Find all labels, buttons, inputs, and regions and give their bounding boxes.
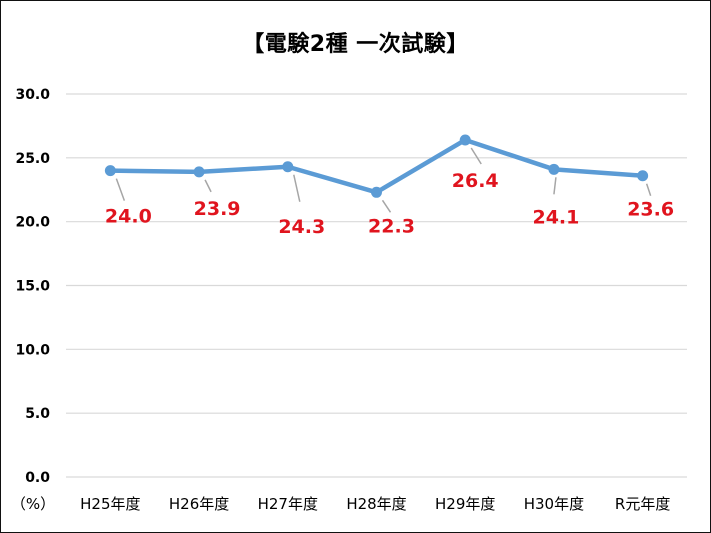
y-tick-label: 25.0 xyxy=(15,151,50,167)
x-tick-label: H30年度 xyxy=(524,495,584,513)
leader-line xyxy=(115,178,126,201)
data-label: 23.9 xyxy=(194,198,241,220)
data-point xyxy=(282,161,294,173)
series-line-path xyxy=(108,137,645,195)
y-tick-label: 15.0 xyxy=(15,279,50,295)
x-tick-label: H26年度 xyxy=(169,495,229,513)
y-tick-label: 5.0 xyxy=(25,406,50,422)
data-point xyxy=(104,165,116,177)
data-label: 26.4 xyxy=(452,170,499,192)
data-point xyxy=(459,134,471,146)
leader-lines xyxy=(115,147,652,213)
gridlines xyxy=(66,93,687,478)
data-point xyxy=(637,170,649,182)
chart-title: 【電験2種 一次試験】 xyxy=(242,32,469,57)
leader-line xyxy=(645,183,652,196)
y-tick-label: 20.0 xyxy=(15,215,50,231)
axis-labels: 0.0 5.0 10.0 15.0 20.0 25.0 30.0 （%） H25年度 H26年度 H… xyxy=(11,87,670,513)
leader-line xyxy=(204,179,212,193)
data-point xyxy=(371,186,382,198)
data-label: 24.0 xyxy=(105,206,152,228)
x-tick-label: H27年度 xyxy=(258,495,318,513)
series-line xyxy=(108,137,645,195)
leader-line xyxy=(381,199,392,213)
data-point xyxy=(548,163,560,175)
data-label: 23.6 xyxy=(627,199,674,221)
leader-line xyxy=(470,147,482,165)
leader-line xyxy=(553,177,557,195)
x-tick-label: H28年度 xyxy=(346,495,406,513)
y-tick-label: 10.0 xyxy=(15,342,50,358)
x-tick-label: R元年度 xyxy=(615,495,670,513)
data-labels: 24.0 23.9 24.3 22.3 26.4 24.1 23.6 xyxy=(105,170,674,238)
data-label: 22.3 xyxy=(368,215,415,237)
unit-label: （%） xyxy=(11,495,55,513)
x-tick-label: H29年度 xyxy=(435,495,495,513)
y-tick-label: 30.0 xyxy=(15,87,50,103)
x-tick-label: H25年度 xyxy=(80,495,140,513)
y-tick-label: 0.0 xyxy=(25,470,50,486)
data-label: 24.3 xyxy=(278,216,325,238)
data-label: 24.1 xyxy=(532,206,579,228)
data-point xyxy=(193,166,205,178)
leader-line xyxy=(293,174,301,202)
series-points xyxy=(104,134,649,198)
